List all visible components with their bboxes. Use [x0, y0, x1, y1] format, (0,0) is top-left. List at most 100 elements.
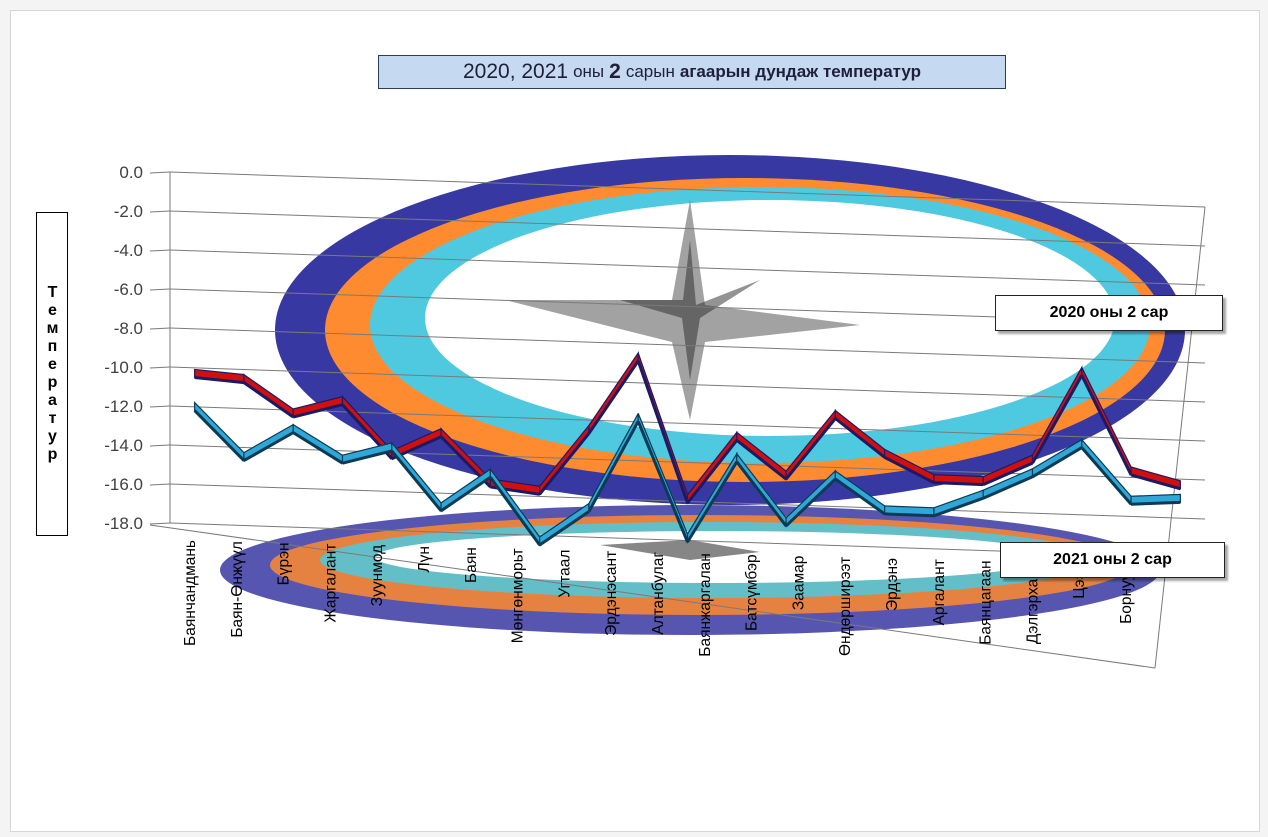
x-tick-label: Баянчандмань: [182, 540, 199, 646]
title-month-number: 2: [609, 60, 621, 83]
gridline-stub: [149, 366, 171, 369]
y-tick-label: -10.0: [104, 358, 143, 377]
y-tick-label: -14.0: [104, 436, 143, 455]
series-1-edge: [587, 420, 640, 513]
y-tick-label: -4.0: [114, 241, 143, 260]
x-tick-label: Борнуур: [1118, 564, 1135, 624]
y-tick-label: -6.0: [114, 280, 143, 299]
x-tick-label: Баян-Өнжүүл: [229, 541, 246, 637]
series-0-edge: [735, 439, 787, 481]
series-1-edge: [834, 477, 886, 516]
series-0-edge: [686, 439, 738, 504]
series-1-edge: [785, 477, 837, 528]
x-tick-label: Угтаал: [556, 550, 573, 598]
gridline: [169, 327, 1206, 364]
gridline-stub: [149, 210, 171, 213]
x-tick-label: Батсүмбэр: [744, 554, 761, 631]
series-1-edge: [735, 460, 788, 527]
x-tick-label: Бүрэн: [276, 542, 293, 585]
series-1-edge: [342, 449, 393, 465]
x-tick-label: Баянжаргалан: [697, 553, 714, 657]
x-tick-label: Өндөрширээт: [837, 557, 854, 656]
gridline-stub: [149, 444, 171, 447]
depth-edge: [1154, 206, 1206, 669]
series-1-edge: [489, 476, 541, 546]
series-1-edge: [1131, 500, 1181, 506]
title-ony: оны: [573, 62, 605, 81]
gridline-stub: [149, 522, 171, 525]
series-1-edge: [243, 431, 294, 462]
x-tick-label: Баян: [463, 547, 480, 583]
series-0-edge: [243, 381, 295, 419]
series-0-edge: [538, 432, 591, 496]
gridline-stub: [149, 327, 171, 330]
y-tick-label: -2.0: [114, 202, 143, 221]
legend-2021: 2021 оны 2 сар: [1000, 542, 1225, 578]
series-1-edge: [884, 512, 934, 518]
series-1-edge: [686, 461, 739, 543]
gridline-stub: [149, 288, 171, 291]
series-1-edge: [193, 409, 245, 462]
legend-2021-label: 2021 оны 2 сар: [1053, 551, 1172, 568]
series-0: [194, 351, 1181, 505]
series-1-edge: [1031, 446, 1083, 479]
gridline-stub: [149, 405, 171, 408]
x-tick-label: Заамар: [790, 556, 807, 611]
series-layer: [193, 351, 1181, 547]
y-axis-label: Температур: [36, 212, 68, 536]
series-1-edge: [538, 510, 590, 547]
series-0-edge: [292, 403, 343, 419]
series-0-edge: [883, 456, 935, 484]
series-1-edge: [1080, 446, 1133, 506]
title-saryn: сарын: [625, 62, 675, 81]
series-1-edge: [292, 431, 344, 465]
x-tick-label: Эрдэнэсант: [603, 551, 620, 636]
x-tick-label: Баянцагаан: [978, 560, 995, 644]
y-tick-label: 0.0: [119, 163, 143, 182]
x-tick-label: Жаргалант: [322, 544, 339, 623]
y-tick-label: -16.0: [104, 475, 143, 494]
y-axis-ticks: 0.0 -2.0 -4.0 -6.0 -8.0 -10.0 -12.0 -14.0 -16.0 -…: [104, 163, 143, 533]
gridline-stub: [149, 483, 171, 486]
series-1-edge: [390, 449, 443, 512]
legend-2020-label: 2020 оны 2 сар: [1049, 304, 1169, 321]
title-subject: агаарын дундаж температур: [679, 62, 922, 81]
gridline: [169, 249, 1206, 286]
x-tick-label: Мөнгөнморьт: [510, 548, 527, 643]
x-tick-label: Лүн: [416, 546, 433, 572]
y-tick-label: -8.0: [114, 319, 143, 338]
gridline: [169, 405, 1206, 442]
gridline: [169, 366, 1206, 403]
series-0-edge: [1080, 374, 1133, 476]
series-0-edge: [982, 461, 1034, 486]
x-tick-label: Эрдэнэ: [884, 558, 901, 611]
x-tick-label: Дэлгэрхаан: [1024, 562, 1041, 645]
series-0-edge: [587, 360, 640, 435]
series-1-edge: [440, 475, 492, 513]
series-1: [193, 401, 1181, 547]
series-0-edge: [636, 360, 689, 504]
gridline: [169, 210, 1206, 247]
x-tick-label: Аргалант: [931, 559, 948, 625]
series-1-edge: [636, 420, 689, 543]
series-1-edge: [933, 496, 984, 518]
x-tick-label: Зуунмод: [369, 545, 386, 606]
title-years: 2020, 2021: [462, 60, 569, 83]
series-0-edge: [834, 417, 886, 459]
series-0-edge: [784, 417, 837, 481]
gridline: [169, 171, 1206, 208]
gridline-stub: [149, 249, 171, 252]
y-tick-label: -18.0: [104, 514, 143, 533]
legend-2020: 2020 оны 2 сар: [995, 295, 1223, 331]
y-axis-label-text: Температур: [44, 284, 61, 464]
x-tick-label: Алтанбулаг: [650, 552, 667, 635]
chart-title: 2020, 2021 оны 2 сарын агаарын дундаж те…: [378, 55, 1006, 89]
series-0-edge: [933, 481, 984, 487]
series-0-edge: [1130, 473, 1181, 491]
floor-edge: [149, 524, 1156, 669]
series-0-edge: [1031, 374, 1084, 464]
series-1-edge: [982, 475, 1034, 500]
series-0-edge: [194, 375, 245, 385]
gridline-stub: [149, 171, 171, 174]
y-tick-label: -12.0: [104, 397, 143, 416]
